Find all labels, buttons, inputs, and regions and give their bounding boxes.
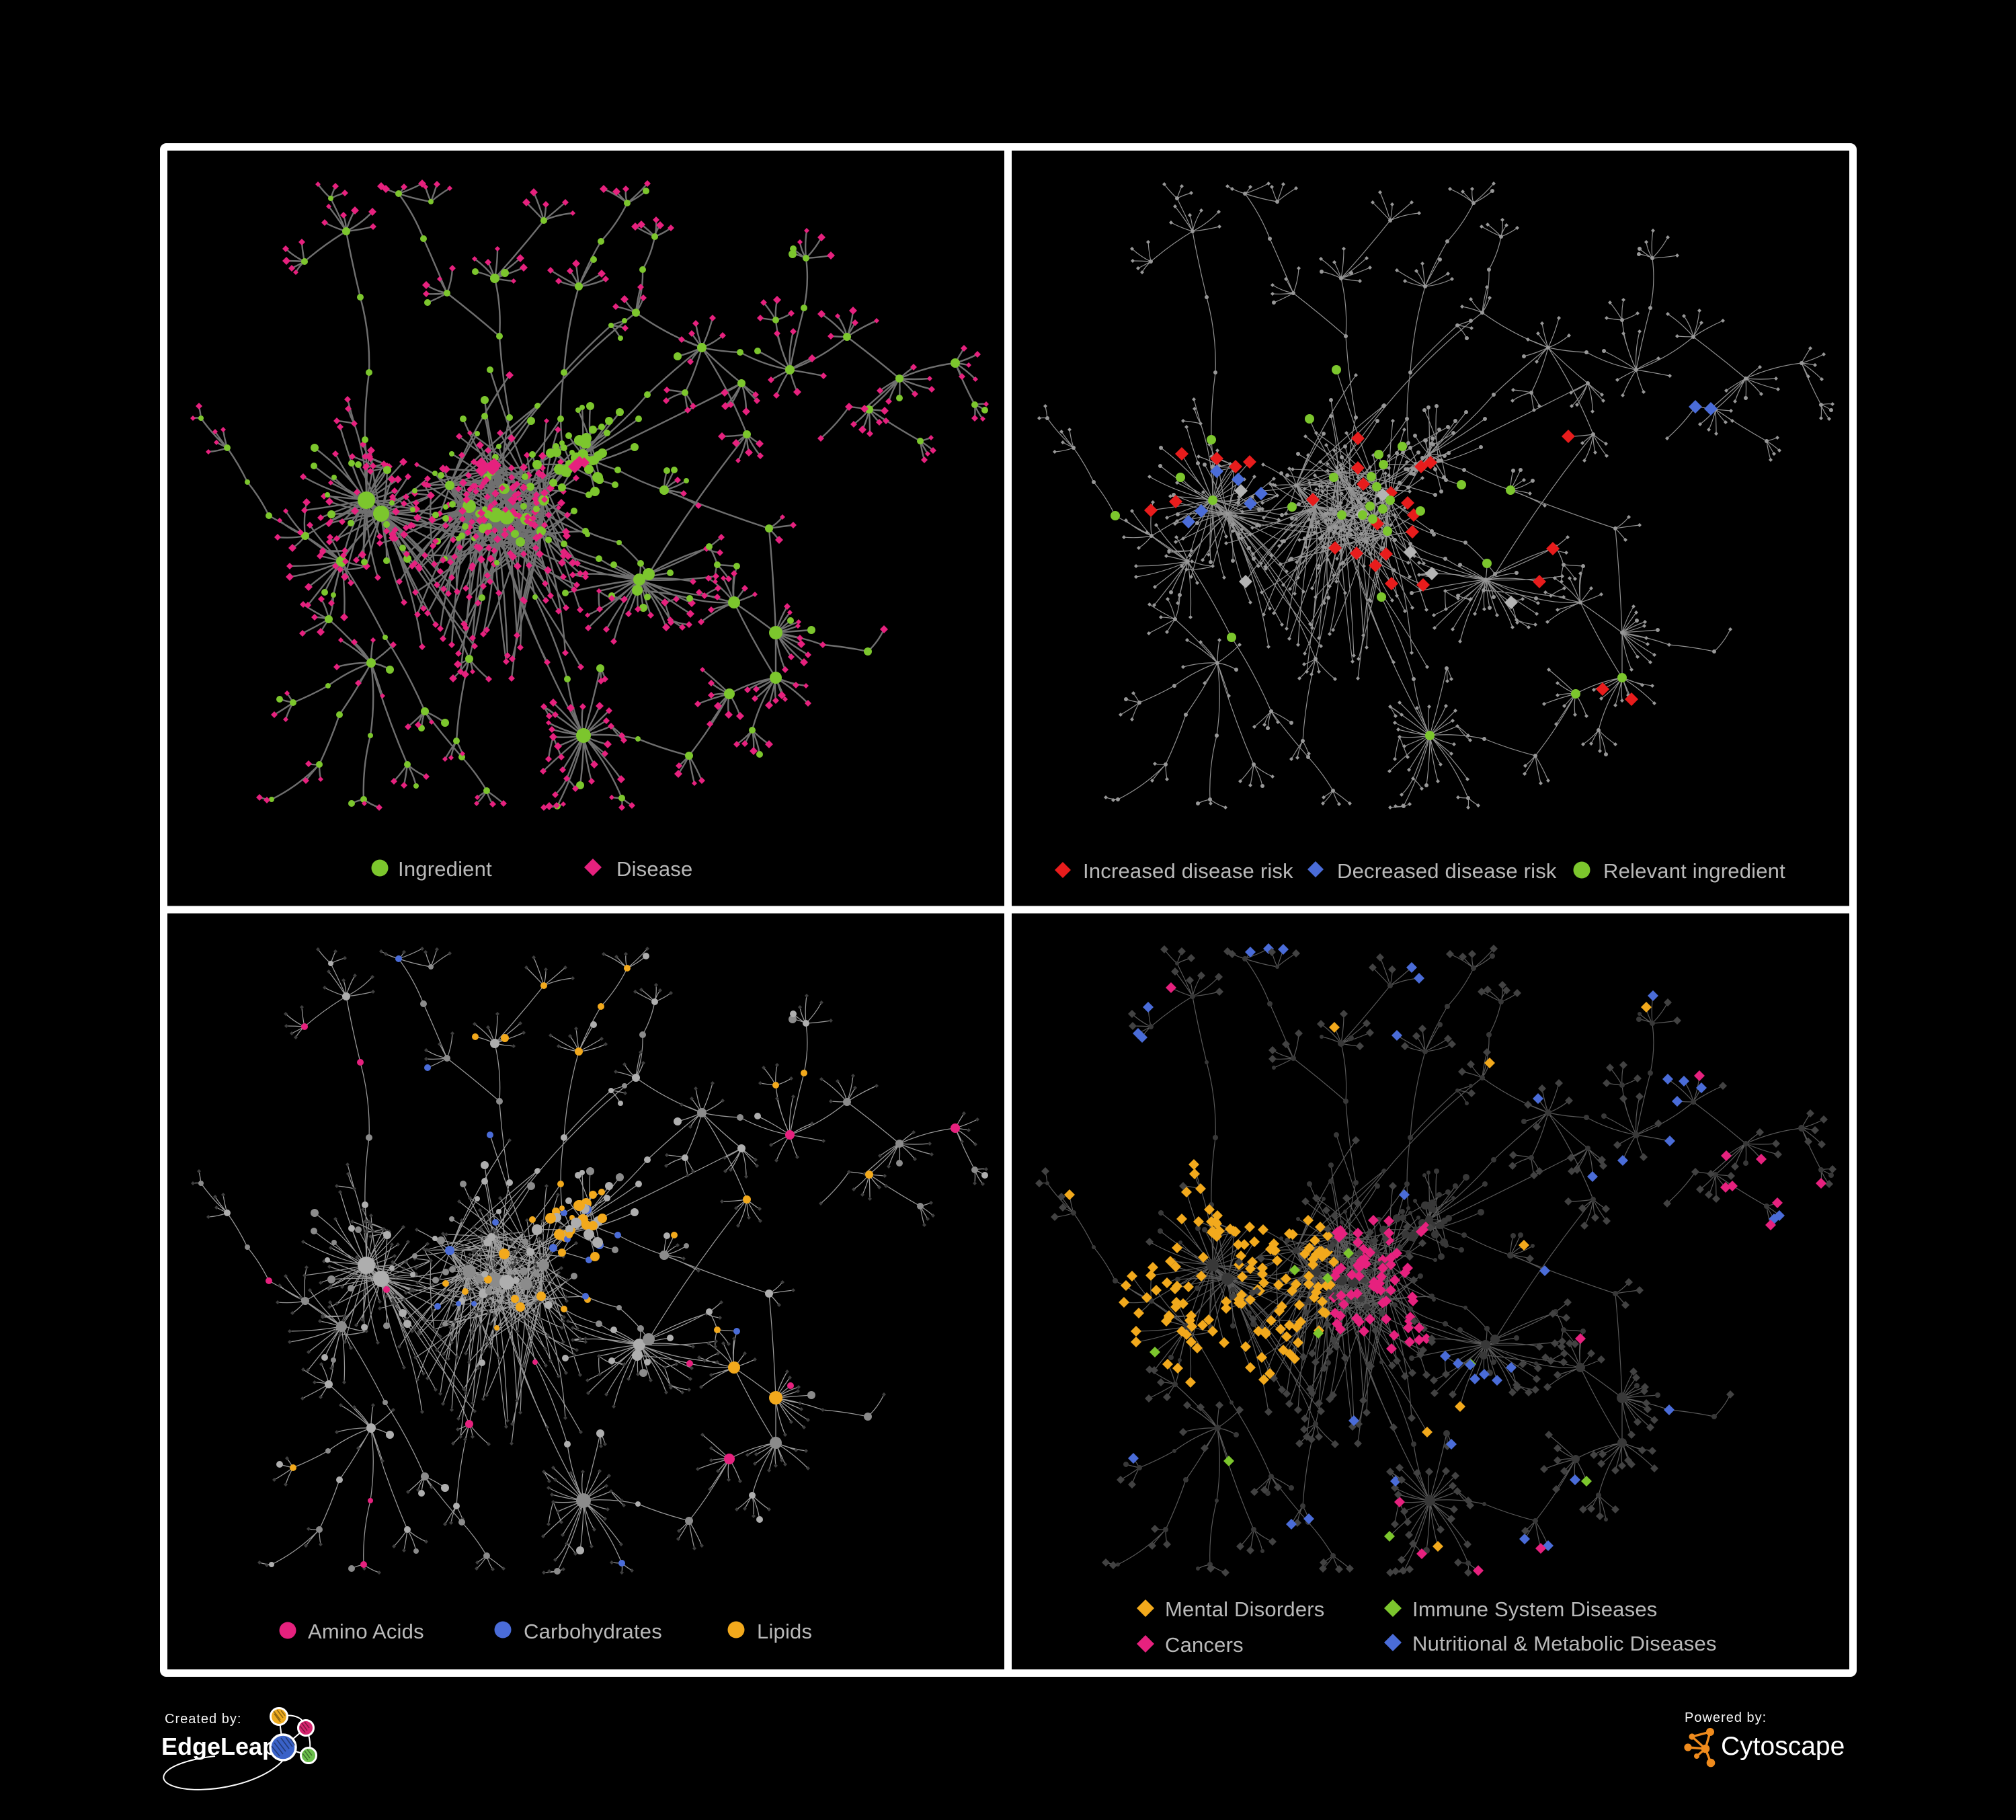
svg-text:Relevant ingredient: Relevant ingredient [1603, 859, 1785, 883]
svg-text:Carbohydrates: Carbohydrates [524, 1620, 662, 1643]
svg-text:EdgeLeap: EdgeLeap [161, 1733, 277, 1760]
svg-text:Cytoscape: Cytoscape [1721, 1732, 1845, 1761]
svg-text:Immune System Diseases: Immune System Diseases [1412, 1597, 1657, 1621]
svg-text:Increased disease risk: Increased disease risk [1083, 859, 1293, 883]
svg-text:Ingredient: Ingredient [398, 857, 492, 881]
svg-text:Powered by:: Powered by: [1685, 1710, 1767, 1725]
svg-text:Cancers: Cancers [1165, 1633, 1244, 1657]
svg-text:Mental Disorders: Mental Disorders [1165, 1597, 1325, 1621]
svg-text:Amino Acids: Amino Acids [308, 1620, 424, 1643]
svg-text:Lipids: Lipids [757, 1620, 812, 1643]
svg-text:Decreased disease risk: Decreased disease risk [1337, 859, 1557, 883]
svg-text:Nutritional & Metabolic Diseas: Nutritional & Metabolic Diseases [1412, 1632, 1717, 1655]
svg-text:Created by:: Created by: [165, 1712, 241, 1727]
svg-text:Disease: Disease [616, 857, 692, 881]
